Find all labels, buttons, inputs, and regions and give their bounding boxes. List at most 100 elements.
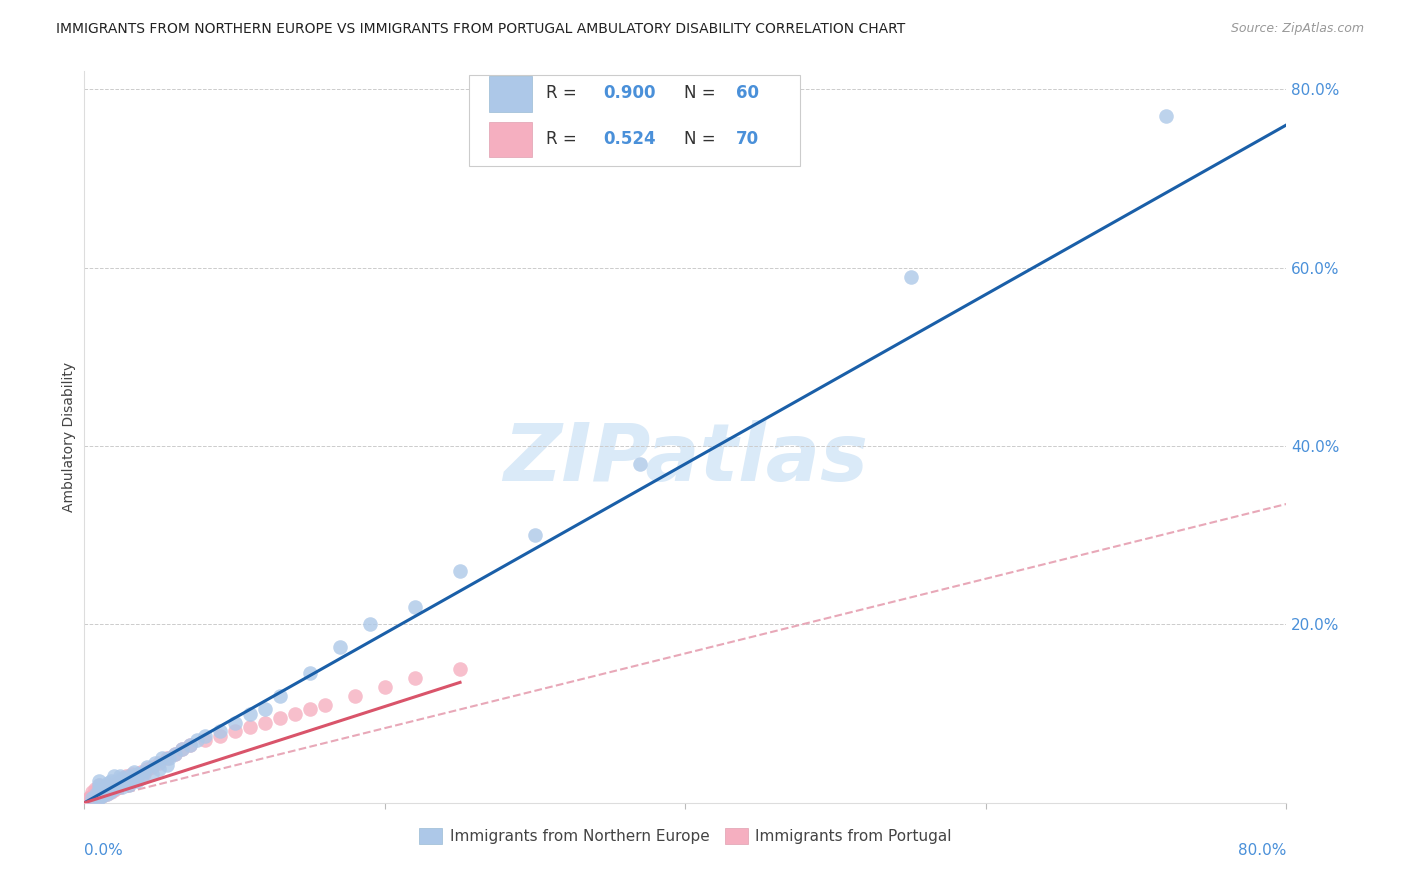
- Point: [107, 773, 129, 788]
- Point: [103, 776, 125, 790]
- Point: [98, 785, 121, 799]
- Point: [121, 767, 143, 781]
- Point: [101, 781, 124, 796]
- Point: [148, 762, 170, 776]
- Point: [131, 764, 153, 779]
- Point: [122, 764, 145, 779]
- Point: [112, 771, 135, 785]
- Point: [118, 778, 141, 792]
- Point: [100, 773, 122, 788]
- Point: [103, 778, 125, 792]
- Point: [148, 756, 170, 770]
- Point: [107, 776, 129, 790]
- Point: [114, 776, 136, 790]
- Point: [87, 789, 110, 803]
- Point: [91, 789, 114, 803]
- Point: [94, 785, 117, 799]
- Point: [314, 698, 336, 712]
- Point: [89, 782, 111, 797]
- Point: [89, 782, 111, 797]
- Point: [86, 789, 108, 804]
- Point: [186, 733, 208, 747]
- Point: [80, 792, 103, 806]
- Point: [101, 781, 124, 796]
- Text: 60: 60: [735, 85, 759, 103]
- Text: N =: N =: [685, 85, 721, 103]
- Point: [90, 783, 112, 797]
- Point: [628, 457, 651, 471]
- Point: [89, 790, 111, 805]
- Point: [284, 706, 307, 721]
- Text: 0.900: 0.900: [603, 85, 657, 103]
- Point: [449, 564, 471, 578]
- Point: [224, 715, 246, 730]
- FancyBboxPatch shape: [489, 122, 531, 157]
- Point: [134, 764, 156, 779]
- Point: [111, 780, 134, 794]
- Text: R =: R =: [546, 129, 582, 148]
- Point: [83, 790, 105, 805]
- Point: [87, 782, 110, 797]
- Point: [900, 269, 922, 284]
- Point: [79, 789, 101, 804]
- Point: [208, 729, 231, 743]
- Point: [96, 787, 118, 801]
- Point: [98, 782, 121, 797]
- Point: [194, 729, 217, 743]
- Point: [97, 776, 120, 790]
- Legend: Immigrants from Northern Europe, Immigrants from Portugal: Immigrants from Northern Europe, Immigra…: [413, 822, 957, 850]
- Point: [141, 760, 163, 774]
- Point: [1156, 109, 1178, 123]
- Point: [114, 773, 136, 788]
- Point: [131, 771, 153, 785]
- Point: [343, 689, 366, 703]
- Point: [108, 778, 131, 792]
- Point: [91, 789, 114, 803]
- Point: [163, 747, 186, 761]
- Point: [90, 788, 112, 802]
- Point: [108, 778, 131, 792]
- Point: [115, 773, 138, 788]
- Point: [298, 666, 321, 681]
- Point: [329, 640, 352, 654]
- Point: [194, 733, 217, 747]
- Point: [152, 751, 174, 765]
- Point: [82, 791, 104, 805]
- Point: [82, 789, 104, 803]
- Point: [100, 785, 122, 799]
- Point: [170, 742, 193, 756]
- Point: [224, 724, 246, 739]
- Point: [97, 785, 120, 799]
- Point: [103, 783, 125, 797]
- Point: [524, 528, 547, 542]
- Point: [111, 776, 134, 790]
- Point: [118, 773, 141, 788]
- Point: [93, 780, 115, 794]
- Point: [449, 662, 471, 676]
- Point: [103, 782, 125, 797]
- Point: [157, 751, 180, 765]
- Point: [143, 756, 166, 770]
- Point: [104, 780, 127, 794]
- Text: Source: ZipAtlas.com: Source: ZipAtlas.com: [1230, 22, 1364, 36]
- Point: [110, 769, 132, 783]
- Text: 0.0%: 0.0%: [84, 843, 124, 858]
- Point: [91, 782, 114, 797]
- Point: [125, 773, 148, 788]
- Point: [125, 769, 148, 783]
- Point: [404, 671, 426, 685]
- Point: [93, 787, 115, 801]
- Point: [86, 785, 108, 799]
- Point: [89, 787, 111, 801]
- Point: [269, 689, 291, 703]
- Point: [77, 791, 100, 805]
- Point: [86, 787, 108, 801]
- Point: [79, 793, 101, 807]
- Text: ZIPatlas: ZIPatlas: [503, 420, 868, 498]
- Point: [89, 787, 111, 801]
- Point: [76, 793, 98, 807]
- Point: [103, 769, 125, 783]
- Point: [298, 702, 321, 716]
- Point: [404, 599, 426, 614]
- Point: [91, 782, 114, 797]
